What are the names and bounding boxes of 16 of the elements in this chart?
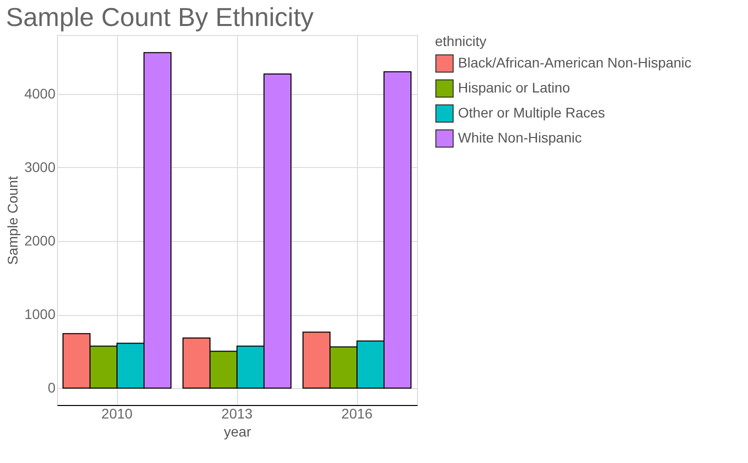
legend-label: Hispanic or Latino <box>458 80 570 96</box>
legend-label: White Non-Hispanic <box>458 130 582 146</box>
legend-label: Other or Multiple Races <box>458 104 606 120</box>
y-tick-label: 1000 <box>24 306 56 322</box>
x-tick-label: 2016 <box>341 406 373 422</box>
y-tick-label: 4000 <box>24 85 56 102</box>
chart-title: Sample Count By Ethnicity <box>6 2 314 32</box>
x-axis-title: year <box>224 424 252 440</box>
legend-label: Black/African-American Non-Hispanic <box>458 54 692 70</box>
y-axis-title: Sample Count <box>4 176 20 265</box>
y-tick-label: 3000 <box>24 158 56 175</box>
legend-title: ethnicity <box>435 33 486 49</box>
y-tick-label: 2000 <box>24 232 56 248</box>
x-tick-label: 2013 <box>221 406 253 422</box>
y-tick-label: 0 <box>48 380 56 396</box>
x-tick-label: 2010 <box>101 406 133 422</box>
